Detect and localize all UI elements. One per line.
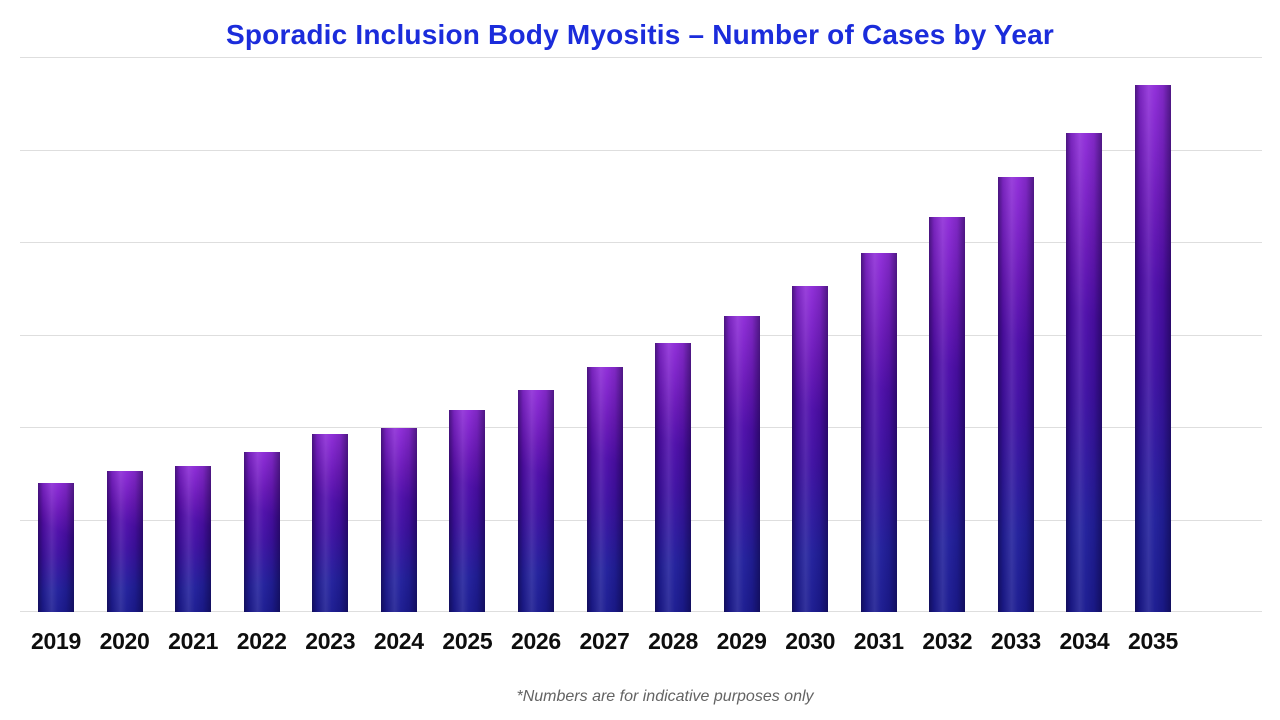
x-tick-label-2030: 2030 [785, 628, 836, 654]
bar-2029 [723, 316, 760, 612]
bar-2031 [860, 253, 897, 612]
x-tick-label-2024: 2024 [373, 628, 424, 654]
x-tick-label-2020: 2020 [99, 628, 150, 654]
bar-2021 [175, 465, 212, 612]
gridline [20, 334, 1262, 336]
bar-2025 [449, 410, 486, 612]
bar-2022 [243, 452, 280, 612]
bar-2020 [106, 471, 143, 612]
gridline [20, 427, 1262, 428]
bar-2024 [380, 427, 417, 612]
x-tick-label-2033: 2033 [990, 628, 1041, 654]
footnote: *Numbers are for indicative purposes onl… [516, 688, 814, 705]
gridline [20, 149, 1262, 151]
chart-title: Sporadic Inclusion Body Myositis – Numbe… [226, 19, 1054, 50]
bar-2027 [586, 366, 623, 612]
x-tick-label-2025: 2025 [442, 628, 493, 654]
x-tick-label-2022: 2022 [236, 628, 287, 654]
x-tick-label-2027: 2027 [579, 628, 630, 654]
gridline [20, 242, 1262, 243]
x-tick-label-2032: 2032 [922, 628, 973, 654]
x-tick-label-2021: 2021 [168, 628, 219, 654]
bar-2034 [1066, 132, 1103, 612]
bar-2032 [929, 217, 966, 612]
x-tick-label-2029: 2029 [716, 628, 767, 654]
bar-2028 [655, 342, 692, 612]
x-tick-label-2031: 2031 [853, 628, 904, 654]
x-axis: 2019 2020 2021 2022 2023 2024 2025 2026 2027 2028… [20, 628, 1262, 662]
x-tick-label-2026: 2026 [510, 628, 561, 654]
gridline [20, 519, 1262, 521]
plot-area [20, 57, 1262, 612]
bar-2030 [792, 286, 829, 612]
bar-2026 [517, 390, 554, 612]
bar-2023 [312, 433, 349, 612]
bar-2019 [38, 483, 74, 612]
bar-2033 [997, 177, 1034, 612]
x-tick-label-2035: 2035 [1128, 628, 1178, 654]
x-tick-label-2019: 2019 [31, 628, 81, 654]
bar-2035 [1135, 84, 1171, 612]
x-tick-label-2028: 2028 [648, 628, 699, 654]
x-tick-label-2023: 2023 [305, 628, 356, 654]
gridline [20, 57, 1262, 58]
gridline [20, 611, 1262, 612]
x-tick-label-2034: 2034 [1059, 628, 1110, 654]
